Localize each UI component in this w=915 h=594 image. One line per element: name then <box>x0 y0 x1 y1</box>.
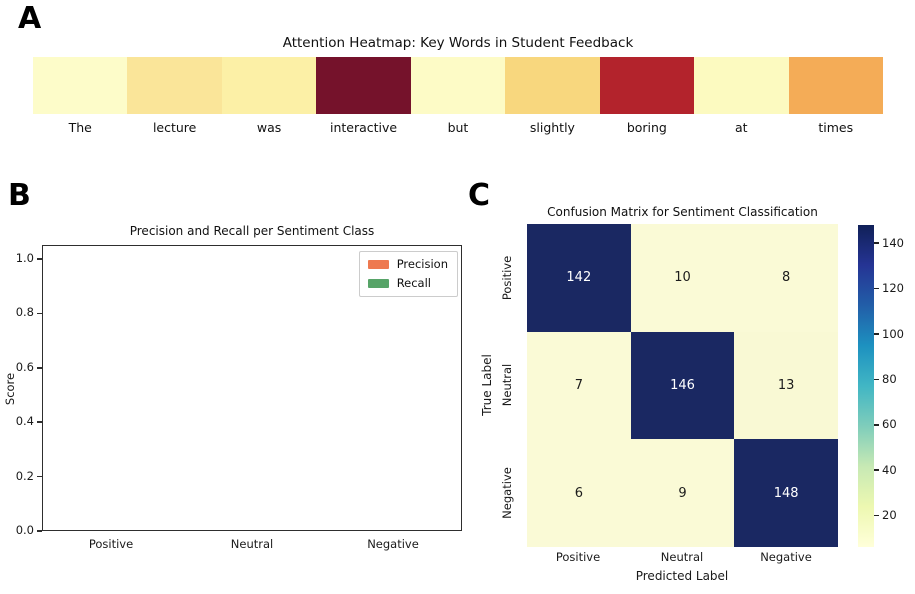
x-tick-label-neutral: Neutral <box>230 537 274 551</box>
attention-heatmap-strip <box>33 57 883 114</box>
panel-b-title: Precision and Recall per Sentiment Class <box>129 224 375 238</box>
colorbar-tick-label: 80 <box>882 372 897 386</box>
word-label: times <box>818 120 854 135</box>
bar-recall-negative <box>395 288 442 530</box>
col-label-negative: Negative <box>760 550 812 564</box>
y-tick-mark <box>37 312 42 315</box>
panel-a-title: Attention Heatmap: Key Words in Student … <box>282 35 634 51</box>
colorbar-tick-mark <box>874 287 879 290</box>
bar-recall-neutral <box>254 291 301 530</box>
word-label: lecture <box>152 120 197 135</box>
col-label-neutral: Neutral <box>660 550 704 564</box>
matrix-cell-1-1: 146 <box>630 331 735 440</box>
y-tick-label: 0.2 <box>15 468 34 483</box>
y-tick-mark <box>37 367 42 369</box>
matrix-cell-2-0: 6 <box>527 439 631 547</box>
matrix-cell-1-0: 7 <box>527 331 631 440</box>
y-tick-label: 1.0 <box>15 251 34 265</box>
confusion-matrix: 142 10 8 7 146 13 6 9 148 <box>527 224 838 547</box>
panel-b-letter: B <box>8 178 31 213</box>
heatmap-cell-times <box>788 57 883 114</box>
heatmap-cell-at <box>694 57 789 114</box>
y-tick-mark <box>37 258 42 260</box>
y-tick-label: 0.8 <box>15 305 34 320</box>
y-tick-mark <box>37 475 42 478</box>
colorbar-tick-mark <box>874 333 879 335</box>
colorbar-tick-mark <box>874 242 879 244</box>
word-label: interactive <box>329 120 398 135</box>
colorbar-gradient <box>858 225 874 547</box>
bar-chart-axes: Precision Recall <box>42 245 462 531</box>
legend-row-precision: Precision <box>367 257 448 271</box>
y-tick-mark <box>37 421 42 423</box>
colorbar-tick-mark <box>874 469 879 471</box>
bar-precision-neutral <box>204 302 251 530</box>
colorbar-tick-label: 40 <box>882 463 897 477</box>
colorbar-tick-label: 100 <box>882 327 904 341</box>
bar-precision-negative <box>345 296 392 530</box>
matrix-cell-0-0: 142 <box>527 224 631 332</box>
legend-label-precision: Precision <box>396 257 448 271</box>
attention-heatmap-words: The lecture was interactive but slightly… <box>33 120 883 135</box>
x-tick-label-positive: Positive <box>88 537 134 551</box>
col-label-positive: Positive <box>555 550 601 564</box>
matrix-cell-2-1: 9 <box>630 439 735 547</box>
colorbar-tick-mark <box>874 378 879 381</box>
heatmap-cell-boring <box>599 57 695 114</box>
y-tick-label: 0.4 <box>15 414 34 429</box>
c-y-axis-label: True Label <box>479 354 494 416</box>
heatmap-cell-lecture <box>127 57 222 114</box>
colorbar-tick-label: 140 <box>882 236 904 250</box>
colorbar-tick-mark <box>874 424 879 426</box>
word-label: was <box>256 120 282 135</box>
row-label-positive: Positive <box>500 255 515 301</box>
x-tick-label-negative: Negative <box>367 537 419 551</box>
colorbar-tick-label: 120 <box>882 281 904 295</box>
row-label-negative: Negative <box>500 467 515 519</box>
y-tick-label: 0.0 <box>15 523 34 537</box>
heatmap-cell-slightly <box>505 57 600 114</box>
recall-swatch <box>367 278 389 288</box>
precision-swatch <box>367 259 389 269</box>
y-tick-mark <box>37 530 42 532</box>
legend: Precision Recall <box>358 251 458 297</box>
matrix-cell-0-2: 8 <box>734 224 838 332</box>
row-label-neutral: Neutral <box>500 363 515 407</box>
legend-row-recall: Recall <box>367 276 448 290</box>
matrix-cell-1-2: 13 <box>734 331 838 440</box>
colorbar-tick-label: 60 <box>882 417 897 431</box>
heatmap-cell-interactive <box>316 57 411 114</box>
panel-c-letter: C <box>468 178 491 213</box>
legend-label-recall: Recall <box>396 276 431 290</box>
matrix-cell-0-1: 10 <box>630 224 735 332</box>
panel-a-letter: A <box>18 1 42 36</box>
matrix-cell-2-2: 148 <box>734 439 838 547</box>
colorbar-tick-mark <box>874 514 879 517</box>
word-label: slightly <box>529 120 575 135</box>
word-label: The <box>68 120 92 135</box>
bar-precision-positive <box>63 282 110 530</box>
y-tick-label: 0.6 <box>15 359 34 374</box>
heatmap-cell-was <box>221 57 317 114</box>
heatmap-cell-the <box>33 57 128 114</box>
y-axis-label: Score <box>3 372 18 406</box>
panel-c-title: Confusion Matrix for Sentiment Classific… <box>547 205 818 219</box>
word-label: but <box>447 120 469 135</box>
c-x-axis-label: Predicted Label <box>635 569 729 583</box>
word-label: boring <box>626 120 667 135</box>
colorbar-tick-label: 20 <box>882 508 897 522</box>
heatmap-cell-but <box>410 57 506 114</box>
bar-recall-positive <box>113 299 160 530</box>
word-label: at <box>735 120 748 135</box>
